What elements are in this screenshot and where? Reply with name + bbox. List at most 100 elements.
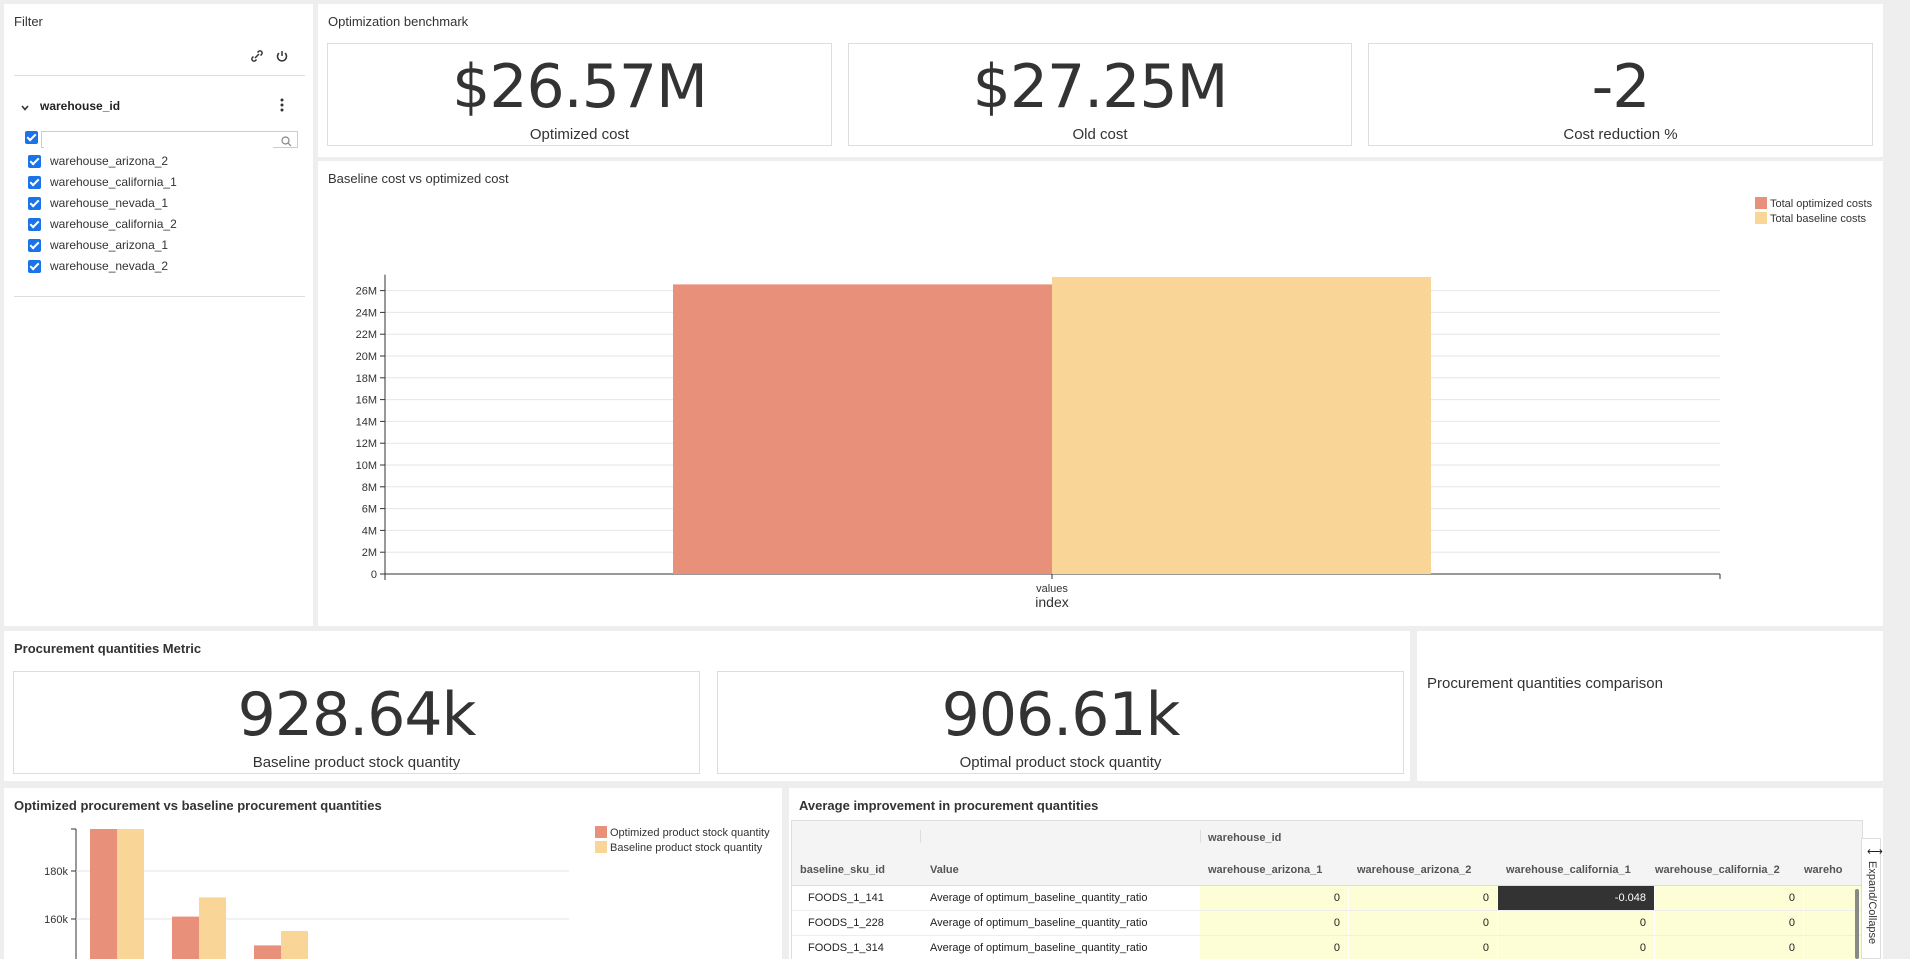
bar-baseline-cost <box>1052 276 1431 574</box>
bar-optimized-quantity <box>254 945 281 959</box>
pivot-column-group: warehouse_id <box>1208 832 1282 844</box>
pivot-data-cell <box>1804 936 1862 959</box>
kpi-cost-reduction: -2 Cost reduction % <box>1368 43 1873 146</box>
filter-item[interactable]: warehouse_california_1 <box>28 175 177 189</box>
bar-optimized-cost <box>673 284 1052 574</box>
pivot-data-cell: 0 <box>1349 936 1497 959</box>
more-options-icon[interactable] <box>280 98 284 117</box>
y-tick-label: 4M <box>362 525 377 537</box>
procurement-comparison-panel: Procurement quantities comparison <box>1417 631 1883 781</box>
benchmark-panel: Optimization benchmark $26.57M Optimized… <box>318 4 1883 157</box>
expand-arrows-icon[interactable]: ⟷ <box>1867 846 1883 858</box>
filter-item-checkbox[interactable] <box>28 238 41 252</box>
pivot-row-header: baseline_sku_id <box>800 864 885 876</box>
filter-item[interactable]: warehouse_arizona_1 <box>28 238 168 252</box>
filter-item-checkbox[interactable] <box>28 175 41 189</box>
procurement-metric-panel: Procurement quantities Metric 928.64k Ba… <box>4 631 1410 781</box>
filter-item-label: warehouse_arizona_1 <box>50 238 169 252</box>
y-tick-label: 18M <box>356 373 377 385</box>
filter-item[interactable]: warehouse_nevada_2 <box>28 259 168 273</box>
filter-search-box[interactable] <box>41 131 298 150</box>
legend-swatch <box>1755 197 1767 209</box>
pivot-data-cell: 0 <box>1200 936 1348 959</box>
expand-collapse-tab[interactable]: ⟷ Expand/Collapse <box>1861 838 1883 959</box>
y-tick-label: 16M <box>356 395 377 407</box>
pivot-column-header[interactable]: warehouse_california_1 <box>1506 864 1631 876</box>
pivot-data-cell: 0 <box>1200 911 1348 936</box>
pivot-data-cell: 0 <box>1349 886 1497 911</box>
pivot-data-cell <box>1804 886 1862 911</box>
y-tick-label: 8M <box>362 482 377 494</box>
filter-item-label: warehouse_california_1 <box>50 175 177 189</box>
link-icon[interactable] <box>250 49 264 66</box>
kpi-value: $26.57M <box>452 52 708 122</box>
benchmark-title: Optimization benchmark <box>328 14 469 29</box>
pivot-column-header[interactable]: wareho <box>1804 864 1843 876</box>
y-tick-label: 10M <box>356 460 377 472</box>
kpi-label: Old cost <box>1072 126 1128 143</box>
qty-chart-title: Optimized procurement vs baseline procur… <box>14 798 382 813</box>
legend-swatch <box>1755 212 1767 224</box>
kpi-value: -2 <box>1591 52 1651 122</box>
row-separator <box>792 935 1862 936</box>
filter-item-label: warehouse_nevada_1 <box>50 196 169 210</box>
filter-item[interactable]: warehouse_nevada_1 <box>28 196 168 210</box>
filter-item-checkbox[interactable] <box>28 196 41 210</box>
pivot-value-cell: Average of optimum_baseline_quantity_rat… <box>930 892 1148 904</box>
chevron-down-icon[interactable] <box>20 100 30 118</box>
kpi-label: Optimal product stock quantity <box>959 754 1162 771</box>
pivot-row-header: Value <box>930 864 959 876</box>
qty-chart-panel: Optimized procurement vs baseline procur… <box>4 788 782 959</box>
y-tick-label: 2M <box>362 547 377 559</box>
pivot-col-separator <box>1200 830 1201 843</box>
legend-label: Total optimized costs <box>1770 198 1873 210</box>
y-tick-label: 26M <box>356 286 377 298</box>
pivot-data-cell: 0 <box>1200 886 1348 911</box>
pivot-column-header[interactable]: warehouse_arizona_1 <box>1208 864 1323 876</box>
pivot-sku-cell: FOODS_1_141 <box>808 892 884 904</box>
pivot-data-cell-highlight: -0.048 <box>1498 886 1654 911</box>
y-tick-label: 22M <box>356 329 377 341</box>
filter-item-checkbox[interactable] <box>28 217 41 231</box>
bar-baseline-quantity <box>199 897 226 959</box>
x-axis-label: index <box>1035 594 1068 610</box>
kpi-baseline-quantity: 928.64k Baseline product stock quantity <box>13 671 700 774</box>
pivot-sku-cell: FOODS_1_228 <box>808 917 884 929</box>
pivot-column-header[interactable]: warehouse_california_2 <box>1655 864 1780 876</box>
kpi-value: 928.64k <box>237 680 477 750</box>
bar-baseline-quantity <box>281 931 308 959</box>
pivot-data-cell: 0 <box>1655 911 1803 936</box>
pivot-data-cell: 0 <box>1498 936 1654 959</box>
y-tick-label: 24M <box>356 307 377 319</box>
qty-chart: 180k 160k Optimized product stock quantity… <box>44 826 770 959</box>
x-tick-label: values <box>1036 583 1068 595</box>
pivot-value-cell: Average of optimum_baseline_quantity_rat… <box>930 917 1148 929</box>
pivot-scrollbar[interactable] <box>1855 889 1859 959</box>
y-tick-label: 12M <box>356 438 377 450</box>
pivot-col-separator <box>920 830 921 843</box>
filter-item[interactable]: warehouse_arizona_2 <box>28 154 168 168</box>
search-icon[interactable] <box>281 134 292 152</box>
kpi-old-cost: $27.25M Old cost <box>848 43 1352 146</box>
filter-item-checkbox[interactable] <box>28 259 41 273</box>
filter-field-name[interactable]: warehouse_id <box>40 99 121 113</box>
expand-collapse-label[interactable]: Expand/Collapse <box>1866 861 1878 945</box>
kpi-optimal-quantity: 906.61k Optimal product stock quantity <box>717 671 1404 774</box>
power-icon[interactable] <box>275 49 289 68</box>
filter-title: Filter <box>14 14 43 29</box>
filter-search-input[interactable] <box>44 134 273 150</box>
select-all-checkbox[interactable] <box>25 131 38 144</box>
pivot-column-header[interactable]: warehouse_arizona_2 <box>1357 864 1472 876</box>
legend-label: Total baseline costs <box>1770 213 1866 225</box>
bar-baseline-quantity <box>117 829 144 959</box>
filter-item-checkbox[interactable] <box>28 154 41 168</box>
kpi-optimized-cost: $26.57M Optimized cost <box>327 43 832 146</box>
filter-item-label: warehouse_nevada_2 <box>50 259 169 273</box>
kpi-label: Baseline product stock quantity <box>252 754 461 771</box>
y-tick-label: 6M <box>362 504 377 516</box>
filter-item-label: warehouse_california_2 <box>50 217 177 231</box>
legend-swatch <box>595 841 607 853</box>
pivot-data-cell: 0 <box>1655 936 1803 959</box>
pivot-title: Average improvement in procurement quant… <box>799 798 1099 813</box>
filter-item[interactable]: warehouse_california_2 <box>28 217 177 231</box>
